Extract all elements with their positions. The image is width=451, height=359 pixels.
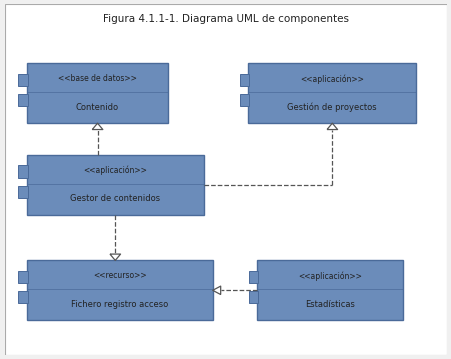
FancyBboxPatch shape: [27, 260, 212, 320]
Text: <<aplicación>>: <<aplicación>>: [300, 74, 364, 84]
Text: <<recurso>>: <<recurso>>: [92, 271, 146, 280]
Text: Contenido: Contenido: [76, 103, 119, 112]
Text: <<aplicación>>: <<aplicación>>: [298, 271, 361, 281]
FancyBboxPatch shape: [5, 4, 446, 355]
FancyBboxPatch shape: [239, 74, 249, 86]
FancyBboxPatch shape: [27, 64, 168, 123]
FancyBboxPatch shape: [257, 260, 402, 320]
FancyBboxPatch shape: [239, 94, 249, 107]
FancyBboxPatch shape: [248, 64, 415, 123]
FancyBboxPatch shape: [18, 271, 28, 283]
FancyBboxPatch shape: [18, 291, 28, 303]
Text: <<base de datos>>: <<base de datos>>: [58, 74, 137, 83]
FancyBboxPatch shape: [27, 155, 203, 215]
FancyBboxPatch shape: [248, 271, 258, 283]
FancyBboxPatch shape: [18, 186, 28, 198]
Text: Figura 4.1.1-1. Diagrama UML de componentes: Figura 4.1.1-1. Diagrama UML de componen…: [103, 14, 348, 24]
Text: <<aplicación>>: <<aplicación>>: [83, 165, 147, 175]
Text: Estadísticas: Estadísticas: [304, 299, 354, 309]
Text: Gestión de proyectos: Gestión de proyectos: [287, 102, 376, 112]
FancyBboxPatch shape: [18, 165, 28, 178]
Text: Gestor de contenidos: Gestor de contenidos: [70, 194, 160, 203]
FancyBboxPatch shape: [18, 94, 28, 107]
FancyBboxPatch shape: [248, 291, 258, 303]
FancyBboxPatch shape: [18, 74, 28, 86]
Text: Fichero registro acceso: Fichero registro acceso: [71, 299, 168, 309]
